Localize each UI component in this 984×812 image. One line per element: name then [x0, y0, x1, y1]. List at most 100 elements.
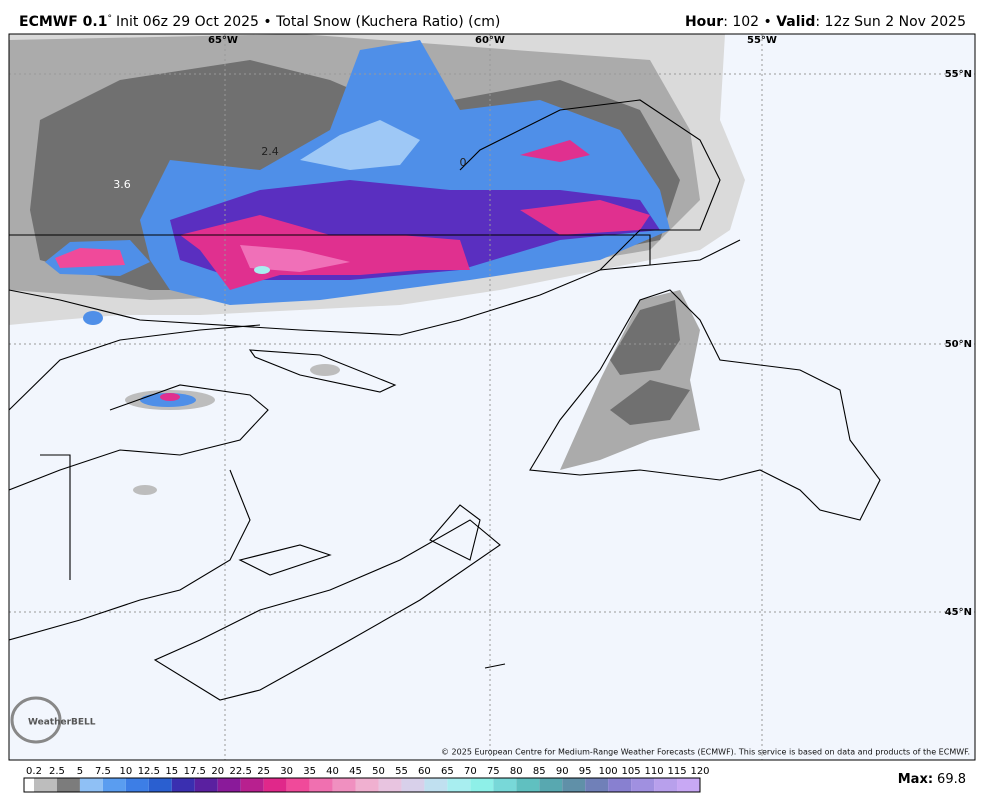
colorbar-swatch [240, 778, 264, 792]
colorbar-label: 50 [372, 766, 385, 777]
colorbar-swatch [286, 778, 310, 792]
colorbar-swatch [516, 778, 540, 792]
contour-label: 3.6 [113, 178, 131, 191]
max-label: Max: [898, 772, 933, 787]
colorbar-label: 15 [165, 766, 178, 777]
snow-magenta [520, 140, 590, 162]
colorbar-label: 105 [622, 766, 641, 777]
valid-label: Valid [776, 14, 815, 30]
latitude-label: 45°N [945, 607, 972, 618]
colorbar-swatch [447, 778, 471, 792]
coastline [9, 384, 269, 491]
colorbar-swatch [631, 778, 655, 792]
snow-magenta [55, 248, 125, 268]
map-frame [8, 33, 976, 761]
colorbar-label: 35 [303, 766, 316, 777]
sable-island [484, 663, 506, 669]
colorbar-swatch [378, 778, 402, 792]
colorbar-swatch [56, 778, 80, 792]
contour-label: 0 [460, 156, 467, 169]
description: Init 06z 29 Oct 2025 • Total Snow (Kuche… [116, 14, 500, 30]
snow-dark [610, 380, 690, 425]
pei [238, 544, 332, 576]
snow-blue [83, 311, 103, 325]
snow-magenta [160, 393, 180, 401]
colorbar-swatch [332, 778, 356, 792]
colorbar-swatch [608, 778, 632, 792]
colorbar-swatch [217, 778, 241, 792]
colorbar-swatch [470, 778, 494, 792]
snow-pink [240, 245, 350, 272]
contour-label: 2.4 [261, 145, 279, 158]
colorbar-swatch [585, 778, 609, 792]
new-brunswick [9, 469, 251, 641]
anticosti [248, 349, 397, 393]
longitude-label: 55°W [747, 35, 777, 46]
colorbar-label: 10 [119, 766, 132, 777]
colorbar-label: 85 [533, 766, 546, 777]
colorbar-swatch [102, 778, 126, 792]
valid-value: : 12z Sun 2 Nov 2025 [815, 14, 966, 30]
header-left: ECMWF 0.1° Init 06z 29 Oct 2025 • Total S… [19, 14, 500, 31]
map: 65°W 60°W 55°W 55°N 50°N 45°N 2.4 3.6 0 … [8, 33, 976, 761]
colorbar-swatch [24, 778, 34, 792]
colorbar-label: 95 [579, 766, 592, 777]
snow-magenta [180, 215, 470, 290]
latitude-label: 55°N [945, 69, 972, 80]
colorbar-swatch [263, 778, 287, 792]
colorbar-frame [23, 777, 701, 793]
coastline [9, 324, 261, 411]
colorbar: 0.2 2.5 5 7.5 10 12.5 15 17.5 20 22.5 25 30 35 40 45 50… [23, 766, 710, 793]
colorbar-label: 5 [77, 766, 83, 777]
cape-breton [429, 504, 481, 561]
colorbar-label: 20 [211, 766, 224, 777]
hour-value: : 102 • [723, 14, 776, 30]
colorbar-label: 110 [645, 766, 664, 777]
colorbar-label: 2.5 [49, 766, 65, 777]
colorbar-label: 65 [441, 766, 454, 777]
colorbar-label: 25 [257, 766, 270, 777]
colorbar-label: 40 [326, 766, 339, 777]
hour-label: Hour [685, 14, 723, 30]
logo: WeatherBELL [28, 718, 96, 728]
colorbar-label: 60 [418, 766, 431, 777]
colorbar-swatch [79, 778, 103, 792]
colorbar-swatch [539, 778, 563, 792]
colorbar-label: 70 [464, 766, 477, 777]
colorbar-swatch [401, 778, 425, 792]
latitude-label: 50°N [945, 339, 972, 350]
longitude-label: 65°W [208, 35, 238, 46]
colorbar-label: 115 [667, 766, 686, 777]
colorbar-label: 80 [510, 766, 523, 777]
colorbar-swatch [424, 778, 448, 792]
colorbar-swatch [654, 778, 678, 792]
colorbar-label: 17.5 [184, 766, 206, 777]
newfoundland [529, 289, 881, 521]
colorbar-label: 75 [487, 766, 500, 777]
colorbar-label: 120 [690, 766, 709, 777]
max: Max: 69.8 [898, 772, 966, 787]
snow-magenta [520, 200, 650, 235]
snow-dark [610, 300, 680, 375]
snow-gray [310, 364, 340, 376]
colorbar-swatch [34, 778, 57, 792]
colorbar-label: 0.2 [26, 766, 42, 777]
max-value: 69.8 [937, 772, 966, 787]
colorbar-swatch [355, 778, 379, 792]
colorbar-label: 90 [556, 766, 569, 777]
colorbar-swatch [309, 778, 333, 792]
colorbar-label: 55 [395, 766, 408, 777]
colorbar-label: 45 [349, 766, 362, 777]
longitude-label: 60°W [475, 35, 505, 46]
colorbar-swatch [493, 778, 517, 792]
border [9, 234, 651, 580]
colorbar-swatch [171, 778, 195, 792]
logo-swirl [10, 696, 62, 744]
colorbar-label: 12.5 [138, 766, 160, 777]
model: ECMWF 0.1 [19, 14, 107, 30]
colorbar-label: 22.5 [230, 766, 252, 777]
degree: ° [107, 14, 112, 24]
colorbar-label: 100 [599, 766, 618, 777]
snow-gray [133, 485, 157, 495]
